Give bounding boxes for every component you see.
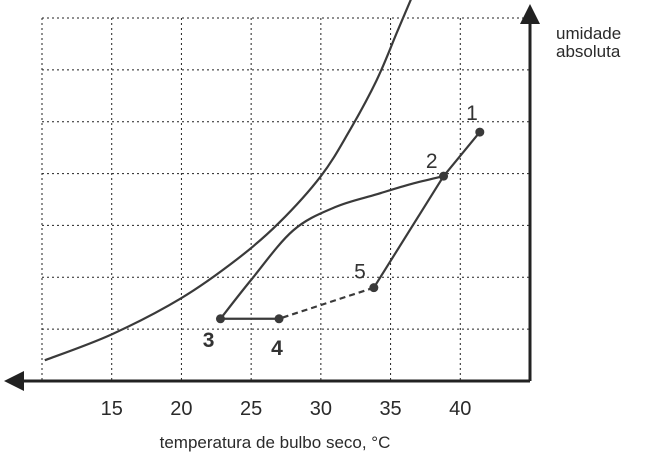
x-tick-label-15: 15: [101, 398, 123, 420]
x-tick-label-40: 40: [449, 398, 471, 420]
y-axis-arrow: [520, 4, 540, 24]
x-axis-label: temperatura de bulbo seco, °C: [160, 433, 391, 452]
state-point-label-1: 1: [466, 102, 478, 125]
x-tick-labels: 15 20 25 30 35 40: [101, 398, 472, 420]
x-tick-label-30: 30: [310, 398, 332, 420]
segment-1-2: [442, 131, 481, 177]
x-tick-label-20: 20: [170, 398, 192, 420]
state-point-2: [439, 171, 449, 181]
segment-2-5: [372, 175, 445, 289]
state-point-1: [475, 127, 485, 137]
y-axis-label-line1: umidade: [556, 24, 621, 43]
state-point-label-3: 3: [203, 329, 215, 352]
x-axis-arrow: [4, 371, 24, 391]
curves: [44, 0, 444, 362]
y-axis-label-line2: absoluta: [556, 42, 621, 61]
curve-process-arc: [219, 175, 444, 320]
state-point-4: [274, 314, 284, 324]
state-point-3: [215, 314, 225, 324]
process-segments: [220, 131, 481, 320]
state-point-label-5: 5: [354, 261, 366, 284]
state-point-label-4: 4: [271, 337, 283, 360]
state-point-5: [369, 283, 379, 293]
state-points: 1 2 3 4 5: [203, 102, 485, 360]
curve-saturation: [44, 0, 412, 362]
axes: [4, 4, 540, 391]
grid: [41, 17, 530, 381]
state-point-label-2: 2: [426, 150, 438, 173]
segment-5-4: [278, 286, 375, 320]
x-tick-label-25: 25: [240, 398, 262, 420]
x-tick-label-35: 35: [379, 398, 401, 420]
